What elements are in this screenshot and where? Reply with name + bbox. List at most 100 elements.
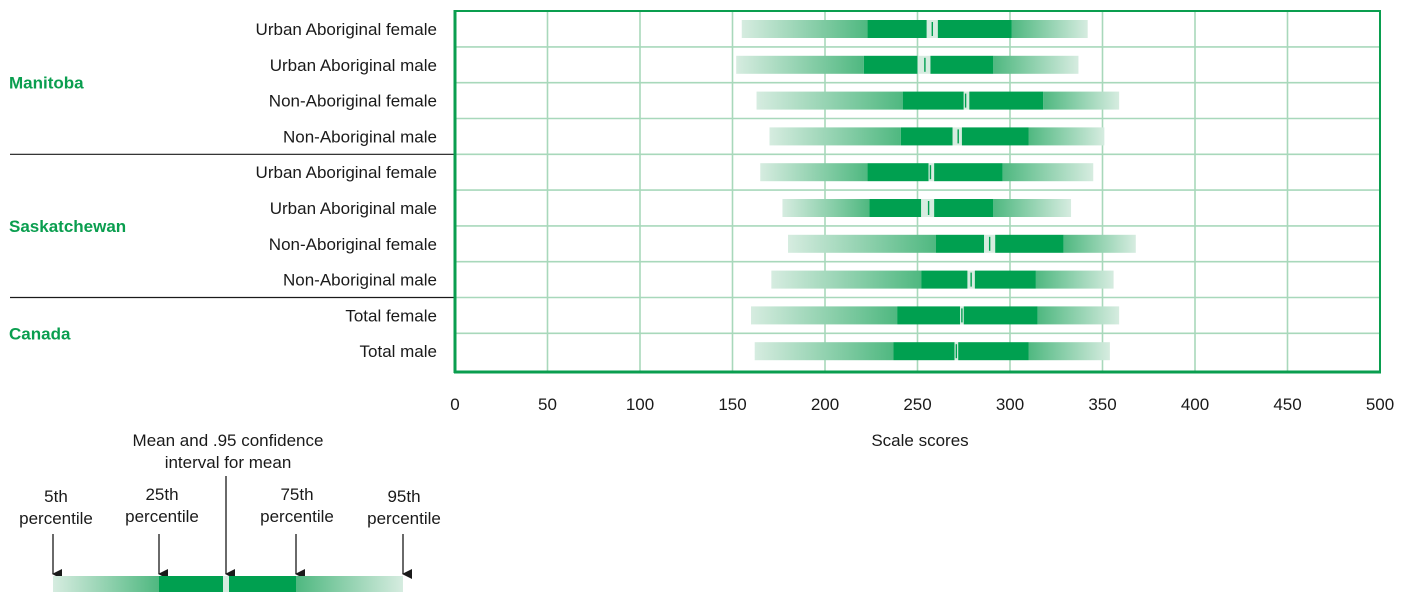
row-label-0: Urban Aboriginal female xyxy=(256,20,437,39)
bar-lower-quartile xyxy=(936,234,985,253)
gridlines xyxy=(10,11,1380,372)
legend-p25-line2: percentile xyxy=(125,507,199,526)
bar-upper-quartile xyxy=(937,20,1012,38)
legend-mean-label-line2: interval for mean xyxy=(165,453,292,472)
bar-upper-quartile xyxy=(958,342,1029,361)
x-axis-label: Scale scores xyxy=(871,431,968,450)
bar-lower-quartile xyxy=(893,342,955,361)
bar-upper-tail xyxy=(1011,20,1088,38)
bar-row-9 xyxy=(754,342,1110,361)
bar-lower-quartile xyxy=(863,55,918,74)
bar-upper-quartile xyxy=(995,234,1064,253)
bar-lower-tail xyxy=(788,234,936,253)
x-tick-label-450: 450 xyxy=(1273,395,1301,414)
bar-upper-quartile xyxy=(934,163,1003,182)
x-tick-label-250: 250 xyxy=(903,395,931,414)
x-tick-label-400: 400 xyxy=(1181,395,1209,414)
legend: Mean and .95 confidence interval for mea… xyxy=(19,431,441,592)
row-labels: Urban Aboriginal female Urban Aboriginal … xyxy=(256,20,437,361)
group-label-manitoba: Manitoba xyxy=(9,74,84,93)
bar-lower-tail xyxy=(782,199,870,217)
bar-confidence-interval xyxy=(952,127,962,146)
row-label-7: Non-Aboriginal male xyxy=(283,271,437,290)
row-label-6: Non-Aboriginal female xyxy=(269,235,437,254)
x-axis-ticks: 0 50 100 150 200 250 300 350 400 450 500 xyxy=(450,395,1394,414)
row-label-2: Non-Aboriginal female xyxy=(269,92,437,111)
bar-row-8 xyxy=(751,306,1120,325)
bar-upper-tail xyxy=(1043,91,1120,110)
bars xyxy=(736,20,1136,361)
bar-lower-quartile xyxy=(897,306,961,325)
x-tick-label-50: 50 xyxy=(538,395,557,414)
bar-upper-tail xyxy=(1028,342,1110,361)
bar-confidence-interval xyxy=(917,55,931,74)
bar-row-3 xyxy=(769,127,1105,146)
bar-upper-tail xyxy=(1002,163,1094,182)
bar-lower-quartile xyxy=(869,199,922,217)
row-label-8: Total female xyxy=(345,306,437,325)
group-label-canada: Canada xyxy=(9,324,71,343)
legend-p5-line1: 5th xyxy=(44,487,68,506)
bar-lower-quartile xyxy=(867,163,929,182)
legend-bar-upper-quartile xyxy=(229,576,296,592)
legend-p95-line2: percentile xyxy=(367,509,441,528)
bar-upper-quartile xyxy=(961,127,1029,146)
legend-bar-lower-quartile xyxy=(159,576,223,592)
bar-lower-tail xyxy=(751,306,898,325)
x-tick-label-200: 200 xyxy=(811,395,839,414)
x-tick-label-0: 0 xyxy=(450,395,459,414)
legend-p75-line1: 75th xyxy=(280,485,313,504)
bar-lower-tail xyxy=(771,270,922,289)
row-label-3: Non-Aboriginal male xyxy=(283,127,437,146)
bar-row-7 xyxy=(771,270,1114,289)
bar-row-1 xyxy=(736,55,1079,74)
bar-lower-tail xyxy=(756,91,903,110)
bar-confidence-interval xyxy=(963,91,970,110)
legend-mean-label-line1: Mean and .95 confidence xyxy=(133,431,324,450)
bar-upper-tail xyxy=(1037,306,1120,325)
bar-row-0 xyxy=(741,20,1088,38)
row-label-1: Urban Aboriginal male xyxy=(270,56,437,75)
legend-bar-upper-tail xyxy=(296,576,403,592)
bar-lower-quartile xyxy=(921,270,968,289)
x-tick-label-350: 350 xyxy=(1088,395,1116,414)
bar-upper-tail xyxy=(993,199,1072,217)
legend-p25-line1: 25th xyxy=(145,485,178,504)
legend-p95-line1: 95th xyxy=(387,487,420,506)
legend-p5-line2: percentile xyxy=(19,509,93,528)
bar-upper-quartile xyxy=(934,199,994,217)
row-label-9: Total male xyxy=(360,342,437,361)
bar-row-4 xyxy=(760,163,1094,182)
bar-upper-quartile xyxy=(930,55,994,74)
bar-lower-tail xyxy=(741,20,868,38)
bar-confidence-interval xyxy=(928,163,935,182)
group-label-saskatchewan: Saskatchewan xyxy=(9,217,126,236)
x-tick-label-500: 500 xyxy=(1366,395,1394,414)
legend-bar-confidence-interval xyxy=(223,576,229,592)
bar-upper-tail xyxy=(1035,270,1114,289)
bar-upper-tail xyxy=(1063,234,1136,253)
bar-upper-quartile xyxy=(969,91,1044,110)
bar-confidence-interval xyxy=(921,199,935,217)
x-tick-label-150: 150 xyxy=(718,395,746,414)
bar-row-6 xyxy=(788,234,1136,253)
legend-p75-line2: percentile xyxy=(260,507,334,526)
bar-upper-quartile xyxy=(963,306,1038,325)
bar-lower-quartile xyxy=(867,20,927,38)
group-labels: Manitoba Saskatchewan Canada xyxy=(9,74,126,344)
x-tick-label-100: 100 xyxy=(626,395,654,414)
bar-row-5 xyxy=(782,199,1072,217)
bar-lower-tail xyxy=(760,163,868,182)
bar-lower-quartile xyxy=(900,127,953,146)
bar-lower-tail xyxy=(754,342,894,361)
legend-bar-lower-tail xyxy=(53,576,159,592)
bar-lower-quartile xyxy=(902,91,964,110)
plot-frame xyxy=(453,10,1381,374)
x-tick-label-300: 300 xyxy=(996,395,1024,414)
bar-upper-tail xyxy=(993,55,1079,74)
row-label-5: Urban Aboriginal male xyxy=(270,199,437,218)
bar-lower-tail xyxy=(736,55,864,74)
bar-lower-tail xyxy=(769,127,901,146)
row-label-4: Urban Aboriginal female xyxy=(256,163,437,182)
